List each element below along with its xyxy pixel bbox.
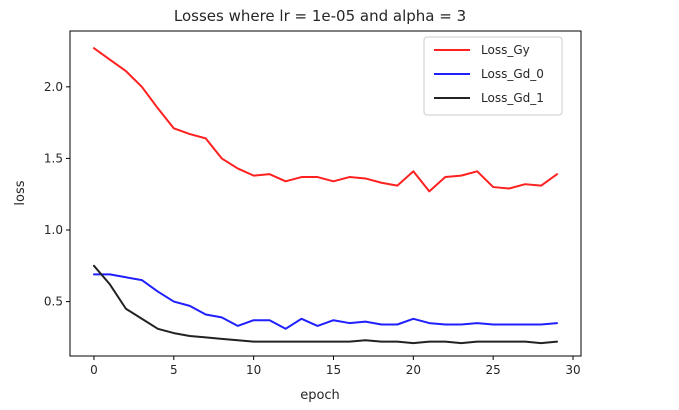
legend-box xyxy=(423,36,563,116)
x-tick-label: 25 xyxy=(486,363,501,377)
y-axis: 0.5 1.0 1.5 2.0 xyxy=(44,80,70,309)
x-axis: 0 5 10 15 20 25 30 xyxy=(90,356,581,377)
y-tick-label: 0.5 xyxy=(44,295,63,309)
legend-label: Loss_Gd_1 xyxy=(481,91,544,105)
series-line-loss-gy xyxy=(92,47,559,193)
x-axis-label: epoch xyxy=(300,388,340,403)
plot-area xyxy=(69,30,582,357)
legend-label: Loss_Gy xyxy=(481,43,530,57)
x-tick-label: 30 xyxy=(565,363,580,377)
y-axis-label: loss xyxy=(13,180,28,205)
series-line-loss-gd-1 xyxy=(92,264,559,345)
series-line-loss-gd-0 xyxy=(92,273,559,330)
legend: Loss_Gy Loss_Gd_0 Loss_Gd_1 xyxy=(423,36,563,116)
x-tick-label: 20 xyxy=(406,363,421,377)
series-layer xyxy=(92,47,559,345)
x-tick-label: 0 xyxy=(90,363,98,377)
x-tick-label: 5 xyxy=(170,363,178,377)
legend-label: Loss_Gd_0 xyxy=(481,67,544,81)
y-tick-label: 1.5 xyxy=(44,151,63,165)
chart-title: Losses where lr = 1e-05 and alpha = 3 xyxy=(174,7,466,25)
y-tick-label: 2.0 xyxy=(44,80,63,94)
y-tick-label: 1.0 xyxy=(44,223,63,237)
x-tick-label: 10 xyxy=(246,363,261,377)
x-tick-label: 15 xyxy=(326,363,341,377)
